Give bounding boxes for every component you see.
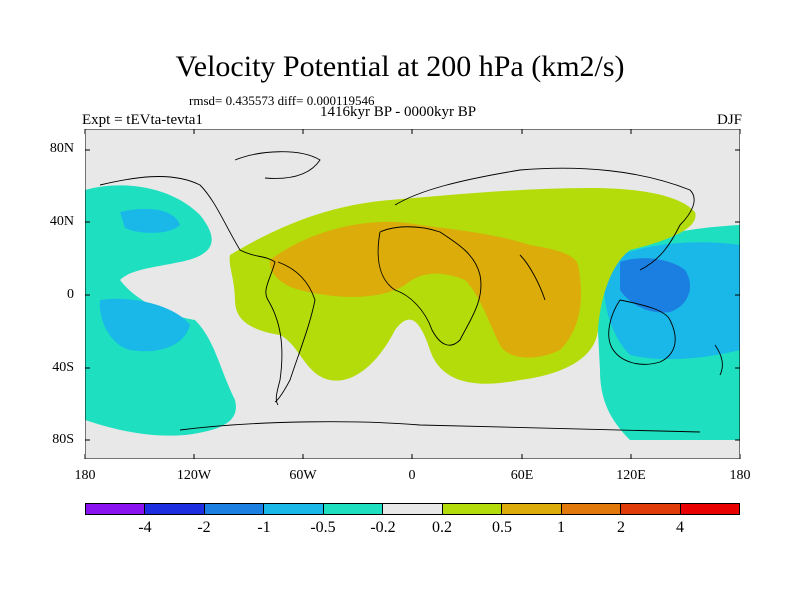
x-tick-label: 0 (408, 468, 416, 483)
colorbar-swatch (442, 504, 503, 514)
colorbar-label: 0.2 (432, 519, 452, 536)
colorbar-swatch (383, 504, 443, 514)
colorbar-label: 1 (557, 519, 565, 536)
colorbar-label: 4 (676, 519, 684, 536)
y-tick-label: 80S (52, 432, 74, 447)
region-cyan-north-pacific (120, 208, 180, 233)
colorbar (85, 503, 740, 515)
coastlines (99, 151, 723, 433)
colorbar-swatch (502, 504, 562, 514)
colorbar-label: -0.2 (370, 519, 396, 536)
period-label: 1416kyr BP - 0000kyr BP (320, 104, 477, 120)
x-tick-label: 120W (176, 468, 212, 483)
region-cyan-south-pacific (99, 298, 190, 352)
x-tick-label: 60E (510, 468, 534, 483)
colorbar-swatch (621, 504, 681, 514)
y-tick-label: 40N (49, 214, 74, 229)
map-title: Velocity Potential at 200 hPa (km2/s) (175, 50, 625, 83)
stats-label: rmsd= 0.435573 diff= 0.000119546 (189, 93, 375, 108)
colorbar-label: -1 (257, 519, 271, 536)
y-tick-label: 80N (49, 141, 74, 156)
colorbar-label: -4 (138, 519, 152, 536)
axis-ticks (84, 129, 741, 459)
colorbar-label: 2 (617, 519, 625, 536)
colorbar-swatch (204, 504, 265, 514)
region-orange-core (269, 221, 581, 358)
season-label: DJF (716, 112, 742, 128)
y-tick-label: 0 (67, 287, 74, 302)
colorbar-swatch (323, 504, 384, 514)
experiment-label: Expt = tEVta-tevta1 (82, 112, 203, 128)
colorbar-swatch (680, 504, 739, 514)
colorbar-swatch (264, 504, 324, 514)
colorbar-label: 0.5 (492, 519, 512, 536)
region-lime-islands (448, 280, 469, 305)
colorbar-label: -0.5 (310, 519, 336, 536)
colorbar-swatch (145, 504, 205, 514)
colorbar-swatch (86, 504, 146, 514)
colorbar-swatch (561, 504, 622, 514)
colorbar-label: -2 (197, 519, 211, 536)
x-tick-label: 180 (74, 468, 96, 483)
region-blue-maritime (620, 258, 690, 313)
x-tick-label: 60W (289, 468, 317, 483)
y-tick-label: 40S (52, 360, 74, 375)
x-tick-label: 120E (616, 468, 646, 483)
x-tick-label: 180 (729, 468, 751, 483)
